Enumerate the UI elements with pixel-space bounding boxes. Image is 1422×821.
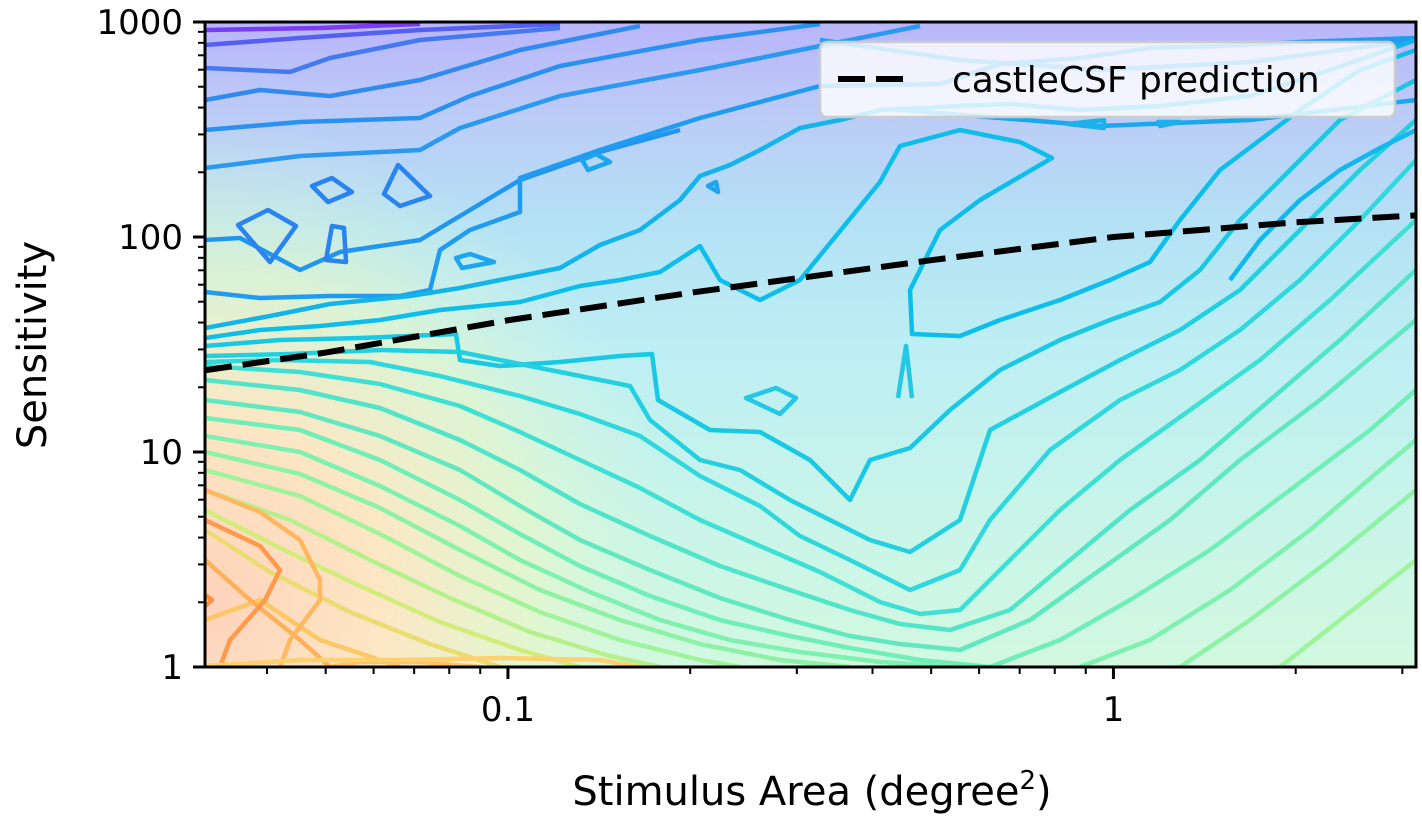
contour-line (205, 218, 1416, 617)
contour-line (205, 118, 1416, 555)
x-axis-title-superscript: 2 (1019, 766, 1036, 796)
contour-line (705, 179, 721, 195)
contour-line (1079, 438, 1416, 667)
contour-line (205, 593, 215, 608)
contour-line (205, 507, 581, 667)
contour-line (205, 449, 851, 667)
series-line-0 (205, 212, 1416, 374)
contour-line (205, 22, 821, 133)
x-tick-label: 1 (1103, 690, 1125, 730)
plot-background (205, 22, 1416, 667)
y-tick-label: 10 (140, 433, 183, 473)
y-tick-label: 1 (161, 648, 183, 688)
contour-line (205, 78, 1416, 503)
contour-line (1278, 558, 1416, 667)
prediction-series (205, 212, 1416, 374)
tick-labels: 1 10 100 1000 0.1 1 (96, 3, 1124, 730)
x-axis-title-close: ) (1036, 769, 1052, 815)
contour-line (743, 385, 799, 417)
contour-line (205, 558, 332, 667)
y-tick-label: 1000 (96, 3, 183, 43)
contour-line (1065, 117, 1107, 131)
x-axis-title: Stimulus Area (degree2) (572, 766, 1051, 815)
contour-line (205, 23, 921, 171)
plot-frame (203, 20, 1418, 669)
axis-ticks (193, 20, 1404, 679)
contour-line (895, 343, 915, 399)
contour-line (205, 22, 421, 33)
contour-line (205, 655, 641, 667)
contour-line (205, 487, 323, 667)
contour-line (1178, 488, 1416, 667)
contour-line (381, 162, 433, 209)
contour-line (453, 251, 497, 271)
contour-line (205, 268, 1416, 633)
contour-line (309, 175, 355, 205)
y-tick-label: 100 (118, 218, 183, 258)
contour-line (1155, 119, 1183, 129)
contour-line (1228, 127, 1416, 282)
contour-line (205, 433, 961, 667)
legend-box (818, 40, 1397, 119)
legend: castleCSF prediction (818, 40, 1397, 119)
contour-line (205, 25, 561, 75)
contour-line (205, 158, 1416, 593)
contour-line (205, 318, 1416, 653)
x-tick-label: 0.1 (481, 690, 535, 730)
legend-label: castleCSF prediction (952, 60, 1320, 101)
contour-line (205, 528, 501, 667)
y-axis-title: Sensitivity (10, 241, 56, 449)
contour-line (323, 223, 349, 265)
contour-line (205, 467, 741, 667)
contour-line (205, 388, 1416, 667)
contour-line (235, 207, 299, 265)
contour-line (205, 487, 661, 667)
contour-line (205, 22, 561, 48)
contour-line (205, 517, 283, 667)
contour-line (579, 151, 613, 173)
contour-line (205, 23, 641, 103)
x-axis-title-main: Stimulus Area (degree (572, 769, 1019, 815)
